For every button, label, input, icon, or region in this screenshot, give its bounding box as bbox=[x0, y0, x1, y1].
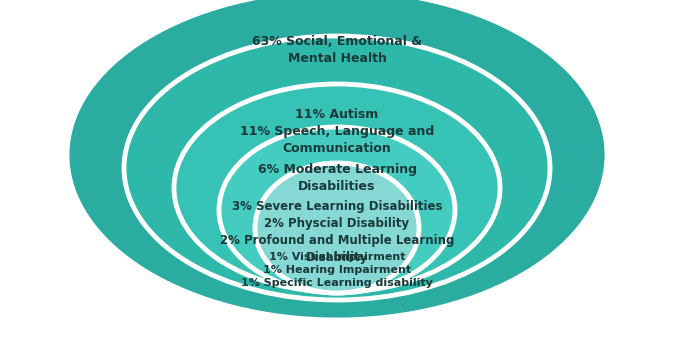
Ellipse shape bbox=[255, 163, 419, 293]
Text: 11% Autism
11% Speech, Language and
Communication: 11% Autism 11% Speech, Language and Comm… bbox=[240, 108, 434, 155]
Text: 6% Moderate Learning
Disabilities: 6% Moderate Learning Disabilities bbox=[257, 163, 416, 193]
Ellipse shape bbox=[124, 36, 550, 300]
Ellipse shape bbox=[67, 0, 607, 320]
Text: 3% Severe Learning Disabilities
2% Physcial Disability
2% Profound and Multiple : 3% Severe Learning Disabilities 2% Physc… bbox=[220, 200, 454, 264]
Ellipse shape bbox=[219, 127, 455, 293]
Text: 63% Social, Emotional &
Mental Health: 63% Social, Emotional & Mental Health bbox=[252, 35, 422, 65]
Text: 1% Visual impairment
1% Hearing Impairment
1% Specific Learning disability: 1% Visual impairment 1% Hearing Impairme… bbox=[241, 252, 433, 288]
Ellipse shape bbox=[174, 84, 500, 292]
